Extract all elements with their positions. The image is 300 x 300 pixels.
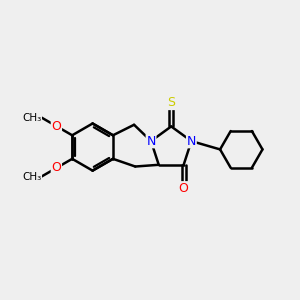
Text: O: O — [179, 182, 189, 195]
Text: N: N — [187, 135, 196, 148]
Text: CH₃: CH₃ — [22, 172, 42, 182]
Text: N: N — [146, 135, 156, 148]
Text: O: O — [51, 120, 61, 133]
Text: CH₃: CH₃ — [22, 112, 42, 123]
Text: O: O — [51, 161, 61, 175]
Text: S: S — [167, 96, 175, 110]
